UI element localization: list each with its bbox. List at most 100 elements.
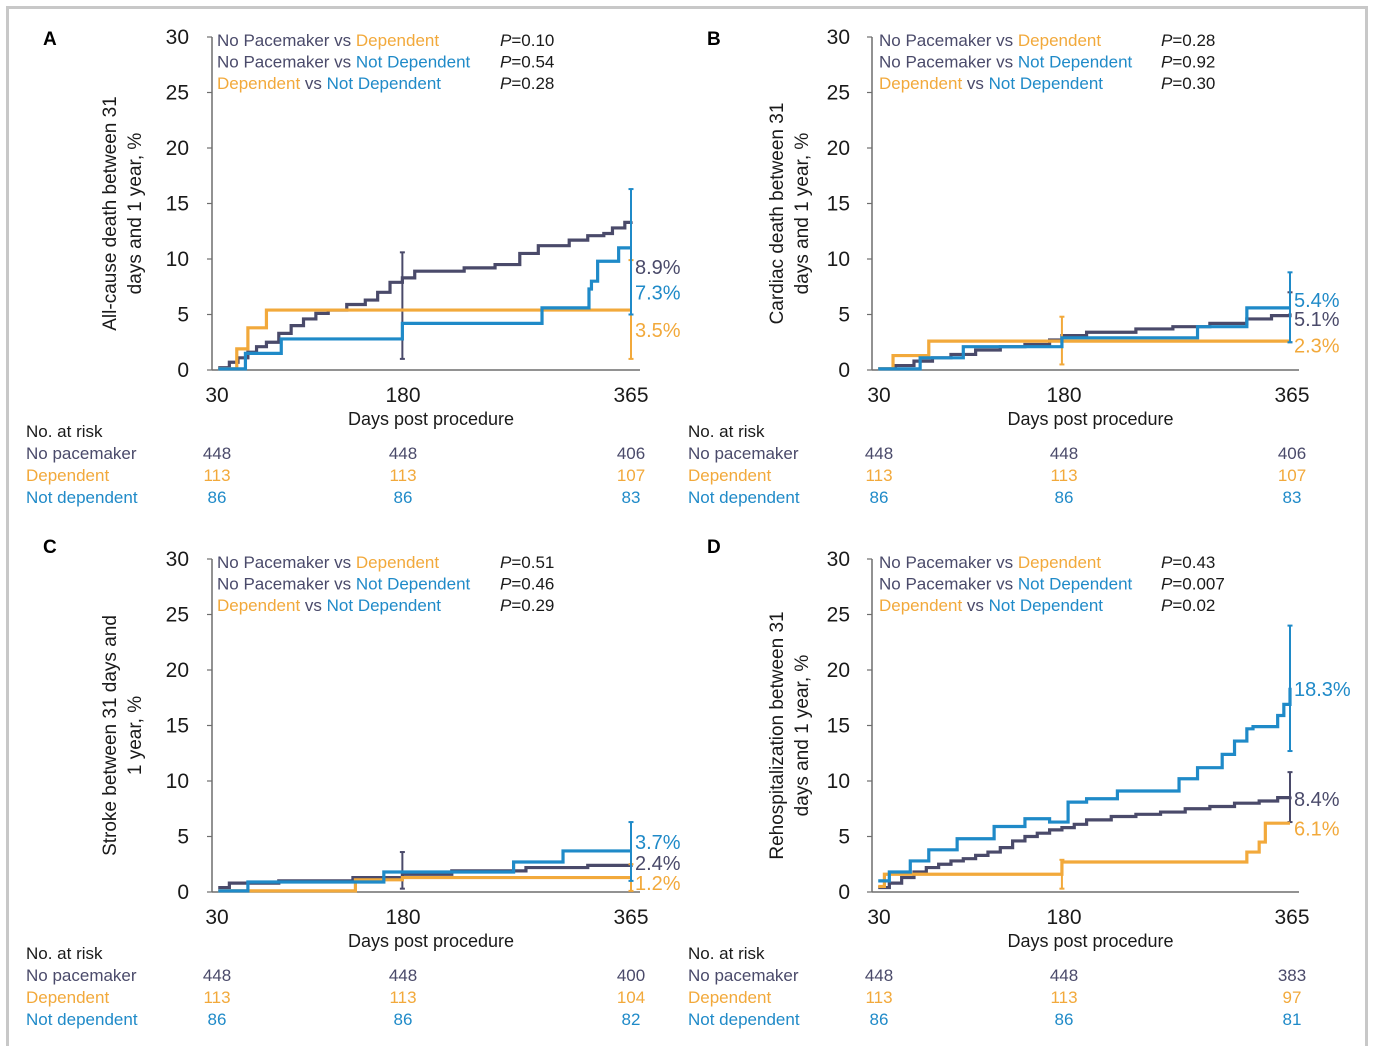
- panel-c-not-dependent-curve: [218, 849, 631, 893]
- panel-a-dependent-curve: [218, 308, 631, 371]
- panel-c-risk-count: 86: [394, 1010, 413, 1029]
- panel-a-risk-count: 86: [394, 488, 413, 507]
- panel-c-p-symbol: P: [500, 553, 512, 572]
- panel-c-p-value: P=0.29: [500, 596, 554, 615]
- panel-b-risk-count: 83: [1283, 488, 1302, 507]
- panel-a-comparison: No Pacemaker vs Dependent: [217, 31, 439, 50]
- panel-b-x-tick-label: 365: [1274, 384, 1309, 407]
- panel-c-p-symbol: P: [500, 596, 512, 615]
- panel-d-risk-row-name: Dependent: [688, 988, 771, 1007]
- panel-c-p-value: P=0.46: [500, 575, 554, 594]
- panel-a-comparison-group-b: Not Dependent: [327, 74, 442, 93]
- panel-a-no-pacemaker-end-label: 8.9%: [635, 257, 681, 279]
- kaplan-meier-figure: A 0 5 10 15 20 25 30 30 180 365 Days post procedure…: [26, 26, 1351, 1029]
- panel-d-x-tick-label: 30: [867, 906, 890, 929]
- panel-b-comparison: Dependent vs Not Dependent: [879, 74, 1103, 93]
- panel-c-y-tick-label: 10: [166, 770, 189, 793]
- panel-b-comparison-group-b: Dependent: [1018, 31, 1101, 50]
- panel-a-comparison-group-a: No Pacemaker: [217, 31, 330, 50]
- panel-a-y-axis-title-line: days and 1 year, %: [125, 133, 146, 295]
- panel-c-y-tick-label: 5: [177, 826, 189, 849]
- panel-a-y-axis-title-line: All-cause death between 31: [100, 96, 121, 331]
- panel-c-letter: C: [43, 537, 57, 558]
- panel-b-comparison-group-b: Not Dependent: [989, 74, 1104, 93]
- panel-d-y-axis-title-line: days and 1 year, %: [792, 655, 813, 817]
- panel-d-risk-count: 86: [1055, 1010, 1074, 1029]
- panel-c-p-value: P=0.51: [500, 553, 554, 572]
- panel-b-letter: B: [707, 29, 721, 50]
- panel-a-risk-count: 113: [389, 466, 416, 485]
- panel-d-comparison-group-a: No Pacemaker: [879, 553, 992, 572]
- panel-a-comparison-group-b: Not Dependent: [356, 53, 471, 72]
- panel-b-p-number: =0.92: [1172, 53, 1215, 72]
- panel-c-comparison-group-b: Not Dependent: [356, 575, 471, 594]
- panel-c-y-axis-title-line: Stroke between 31 days and: [100, 615, 121, 856]
- panel-a-risk-count: 83: [622, 488, 641, 507]
- panel-a-risk-header: No. at risk: [26, 422, 103, 441]
- panel-c-risk-count: 113: [389, 988, 416, 1007]
- panel-d-comparison-group-a: Dependent: [879, 596, 962, 615]
- panel-a-risk-row-name: No pacemaker: [26, 444, 137, 463]
- panel-d-y-tick-label: 20: [827, 659, 850, 682]
- panel-a-y-tick-label: 25: [166, 82, 189, 105]
- panel-a-comparison-group-a: No Pacemaker: [217, 53, 330, 72]
- panel-b-y-axis-title-line: days and 1 year, %: [792, 133, 813, 295]
- panel-a-p-symbol: P: [500, 74, 512, 93]
- panel-d-p-value: P=0.43: [1161, 553, 1215, 572]
- panel-b-risk-row-name: Not dependent: [688, 488, 800, 507]
- panel-b-y-tick-label: 0: [838, 359, 850, 382]
- panel-a-dependent-end-label: 3.5%: [635, 320, 681, 342]
- panel-a-comparison: No Pacemaker vs Not Dependent: [217, 53, 471, 72]
- panel-b-y-tick-label: 10: [827, 248, 850, 271]
- panel-d-risk-row-name: Not dependent: [688, 1010, 800, 1029]
- panel-d-p-symbol: P: [1161, 596, 1173, 615]
- panel-c-x-tick-label: 180: [385, 906, 420, 929]
- panel-d-risk-count: 81: [1283, 1010, 1302, 1029]
- panel-d-y-tick-label: 5: [838, 826, 850, 849]
- panel-b-p-value: P=0.92: [1161, 53, 1215, 72]
- panel-d-risk-count: 448: [865, 966, 893, 985]
- panel-b-risk-header: No. at risk: [688, 422, 765, 441]
- panel-d-x-axis-title: Days post procedure: [1007, 931, 1173, 951]
- panel-c-not-dependent-end-label: 3.7%: [635, 832, 681, 854]
- panel-a-risk-count: 107: [617, 466, 645, 485]
- panel-d-letter: D: [707, 537, 721, 558]
- panel-c-y-tick-label: 30: [166, 548, 189, 571]
- panel-b-p-symbol: P: [1161, 31, 1173, 50]
- panel-d-risk-count: 113: [865, 988, 892, 1007]
- panel-a-comparison-vs: vs: [300, 74, 326, 93]
- panel-a-comparison-group-b: Dependent: [356, 31, 439, 50]
- panel-d-p-symbol: P: [1161, 575, 1173, 594]
- panel-c-risk-count: 400: [617, 966, 645, 985]
- panel-d-comparison-group-b: Not Dependent: [1018, 575, 1133, 594]
- panel-d-p-value: P=0.007: [1161, 575, 1225, 594]
- panel-d-no-pacemaker-end-label: 8.4%: [1294, 789, 1340, 811]
- panel-b-risk-count: 448: [865, 444, 893, 463]
- panel-b-risk-count: 113: [1050, 466, 1077, 485]
- panel-d-comparison-group-b: Not Dependent: [989, 596, 1104, 615]
- panel-c-p-number: =0.51: [511, 553, 554, 572]
- panel-b-dependent-curve: [878, 339, 1290, 371]
- panel-d-y-tick-label: 0: [838, 881, 850, 904]
- panel-c-dependent-end-label: 1.2%: [635, 873, 681, 895]
- panel-d-y-tick-label: 10: [827, 770, 850, 793]
- panel-b-risk-count: 406: [1278, 444, 1306, 463]
- panel-b-risk-count: 86: [1055, 488, 1074, 507]
- panel-c-comparison-group-a: No Pacemaker: [217, 553, 330, 572]
- panel-a-comparison-vs: vs: [329, 53, 355, 72]
- panel-b-risk-count: 113: [865, 466, 892, 485]
- panel-c-no-pacemaker-curve: [218, 863, 633, 890]
- panel-a-x-tick-label: 180: [385, 384, 420, 407]
- panel-a-y-tick-label: 20: [166, 137, 189, 160]
- panel-a-x-axis-title: Days post procedure: [348, 409, 514, 429]
- panel-b-dependent-end-label: 2.3%: [1294, 336, 1340, 358]
- panel-d-p-number: =0.007: [1172, 575, 1224, 594]
- panel-a-y-tick-label: 15: [166, 193, 189, 216]
- panel-b-comparison-vs: vs: [962, 74, 988, 93]
- panel-d-y-tick-label: 25: [827, 604, 850, 627]
- panel-c-comparison: No Pacemaker vs Not Dependent: [217, 575, 471, 594]
- panel-a-p-number: =0.10: [511, 31, 554, 50]
- panel-d-not-dependent-curve: [878, 687, 1292, 883]
- panel-b-p-value: P=0.28: [1161, 31, 1215, 50]
- panel-c-risk-count: 113: [203, 988, 230, 1007]
